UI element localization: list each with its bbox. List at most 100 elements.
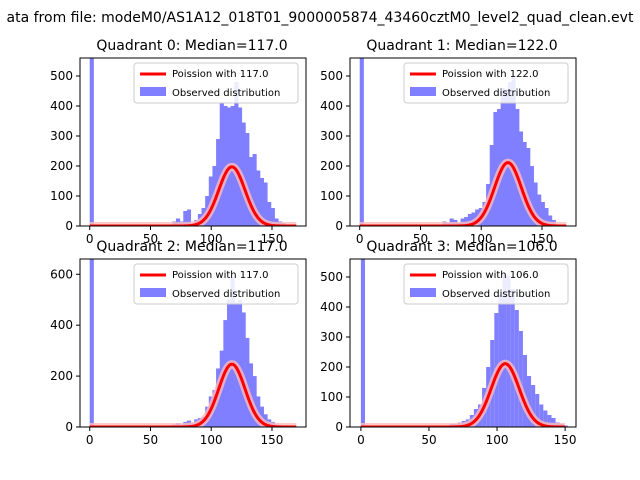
- hist-bar: [230, 276, 235, 427]
- legend-curve-label: Poission with 117.0: [172, 270, 268, 281]
- legend-hist-label: Observed distribution: [442, 88, 550, 99]
- hist-bar: [504, 89, 509, 226]
- plot-area-0: 0 50 100 150 0 100 200 300 400 500 Poission with 1…: [50, 57, 307, 246]
- hist-bar: [237, 299, 243, 427]
- hist-bar: [529, 166, 534, 226]
- y-tick-label: 500: [320, 270, 343, 284]
- hist-bar: [502, 274, 507, 427]
- panel-title-1: Quadrant 1: Median=122.0: [366, 38, 557, 54]
- y-tick-label: 0: [65, 219, 73, 233]
- plot-content: [358, 259, 568, 427]
- poisson-curve: [89, 362, 297, 427]
- y-tick-label: 400: [50, 318, 73, 332]
- legend-frame: [133, 263, 299, 305]
- hist-bar: [467, 214, 472, 226]
- y-tick-label: 200: [50, 159, 73, 173]
- legend: Poission with 117.0 Observed distribution: [133, 263, 299, 305]
- legend-frame: [133, 62, 299, 104]
- panel-quadrant-0: Quadrant 0: Median=117.0 0 50 100 150 0 100 20…: [50, 38, 307, 246]
- x-tick-label: 50: [421, 433, 436, 447]
- x-tick-label: 50: [413, 232, 428, 246]
- x-tick-label: 150: [261, 232, 284, 246]
- hist-bar: [186, 209, 192, 226]
- panel-quadrant-2: Quadrant 2: Median=117.0 0 50 100 150 0 200 40…: [50, 239, 307, 447]
- hist-bar: [547, 415, 552, 427]
- hist-bar: [234, 82, 239, 226]
- hist-bar: [500, 88, 505, 226]
- panel-quadrant-3: Quadrant 3: Median=106.0 0 50 100 150 0 100 20…: [320, 239, 576, 447]
- hist-bar: [540, 202, 545, 226]
- legend-hist-label: Observed distribution: [172, 289, 280, 300]
- y-tick-label: 100: [320, 390, 343, 404]
- hist-bar: [259, 178, 264, 226]
- y-tick-label: 300: [50, 129, 73, 143]
- hist-bar: [89, 259, 94, 427]
- legend-hist-swatch: [410, 87, 436, 96]
- legend-hist-swatch: [140, 288, 166, 297]
- x-tick-label: 0: [86, 232, 94, 246]
- hist-bar: [219, 103, 224, 226]
- hist-bar: [543, 410, 548, 427]
- y-tick-label: 600: [50, 267, 73, 281]
- hist-bar: [359, 58, 364, 226]
- hist-bar: [506, 275, 511, 427]
- hist-bar: [535, 394, 540, 427]
- hist-bar: [514, 310, 519, 427]
- y-tick-label: 300: [320, 330, 343, 344]
- poisson-curve: [89, 165, 297, 226]
- axes-frame: [349, 258, 577, 428]
- y-tick-label: 500: [320, 69, 343, 83]
- hist-bar: [252, 154, 257, 226]
- hist-bar: [522, 142, 527, 226]
- plot-area-3: 0 50 100 150 0 100 200 300 400 500 Poission with 1…: [320, 258, 577, 447]
- legend: Poission with 106.0 Observed distribution: [403, 263, 569, 305]
- hist-bar: [223, 106, 228, 226]
- y-tick-label: 400: [320, 99, 343, 113]
- hist-bar: [544, 208, 549, 226]
- legend-hist-label: Observed distribution: [172, 88, 280, 99]
- y-tick-label: 100: [50, 189, 73, 203]
- legend-curve-label: Poission with 122.0: [442, 69, 538, 80]
- hist-bar: [360, 259, 365, 427]
- hist-bar: [270, 208, 275, 226]
- y-tick-label: 200: [320, 360, 343, 374]
- hist-bar: [533, 182, 538, 226]
- x-tick-label: 150: [531, 232, 554, 246]
- y-tick-label: 0: [335, 219, 343, 233]
- hist-bar: [510, 289, 515, 427]
- hist-bar: [248, 157, 254, 226]
- plot-content: [86, 58, 300, 226]
- x-tick-label: 150: [554, 433, 577, 447]
- y-tick-label: 0: [65, 420, 73, 434]
- x-tick-label: 100: [486, 433, 509, 447]
- figure-title: ata from file: modeM0/AS1A12_018T01_9000…: [7, 10, 634, 26]
- hist-bar: [526, 148, 531, 226]
- legend-hist-swatch: [410, 288, 436, 297]
- legend-hist-label: Observed distribution: [442, 289, 550, 300]
- hist-bar: [263, 182, 268, 226]
- hist-bar: [537, 194, 542, 226]
- axes-frame: [79, 57, 307, 227]
- panel-title-3: Quadrant 3: Median=106.0: [366, 239, 557, 255]
- hist-bar: [245, 133, 250, 226]
- plot-area-2: 0 50 100 150 0 200 400 600 Poission with 117.0 Ob…: [50, 258, 307, 447]
- hist-bar: [522, 355, 527, 427]
- legend-curve-label: Poission with 117.0: [172, 69, 268, 80]
- y-tick-label: 100: [320, 189, 343, 203]
- hist-bar: [256, 170, 261, 226]
- hist-bar: [531, 385, 536, 427]
- legend: Poission with 117.0 Observed distribution: [133, 62, 299, 104]
- hist-bar: [267, 202, 272, 226]
- y-tick-label: 500: [50, 69, 73, 83]
- panel-quadrant-1: Quadrant 1: Median=122.0 0 50 100 150 0 100 20…: [320, 38, 577, 246]
- y-tick-label: 200: [320, 159, 343, 173]
- plot-content: [86, 259, 300, 427]
- y-tick-label: 400: [320, 300, 343, 314]
- legend-frame: [403, 263, 569, 305]
- panel-title-2: Quadrant 2: Median=117.0: [96, 239, 287, 255]
- legend-curve-label: Poission with 106.0: [442, 270, 538, 281]
- legend-frame: [403, 62, 569, 104]
- hist-bar: [511, 76, 516, 226]
- x-tick-label: 0: [357, 433, 365, 447]
